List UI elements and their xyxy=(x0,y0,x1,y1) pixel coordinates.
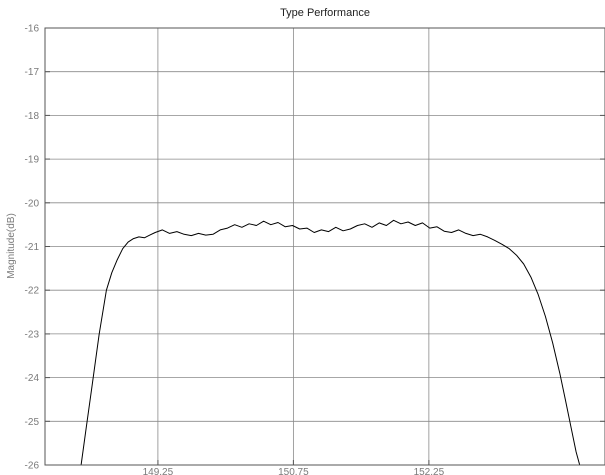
chart-title: Type Performance xyxy=(280,7,370,19)
x-tick-label: 149.25 xyxy=(143,467,174,475)
y-tick-label: -26 xyxy=(25,461,40,472)
y-tick-label: -20 xyxy=(25,198,40,209)
y-tick-label: -22 xyxy=(25,286,40,297)
plot-frame xyxy=(44,27,605,466)
y-tick-label: -16 xyxy=(25,24,40,35)
y-tick-label: -19 xyxy=(25,155,40,166)
y-tick-label: -21 xyxy=(25,242,40,253)
y-tick-label: -23 xyxy=(25,329,40,340)
y-axis-label: Magnitude(dB) xyxy=(6,213,17,279)
x-tick-label: 152.25 xyxy=(414,467,445,475)
y-tick-labels: -16 -17 -18 -19 -20 -21 -22 -23 -24 -25 -26 xyxy=(25,24,40,472)
series-line xyxy=(80,219,581,466)
x-tick-labels: 149.25 150.75 152.25 xyxy=(143,467,445,475)
y-tick-label: -25 xyxy=(25,417,40,428)
y-tick-label: -24 xyxy=(25,373,40,384)
y-tick-label: -17 xyxy=(25,67,40,78)
y-tick-label: -18 xyxy=(25,111,40,122)
x-tick-label: 150.75 xyxy=(278,467,309,475)
series-group xyxy=(80,219,581,466)
